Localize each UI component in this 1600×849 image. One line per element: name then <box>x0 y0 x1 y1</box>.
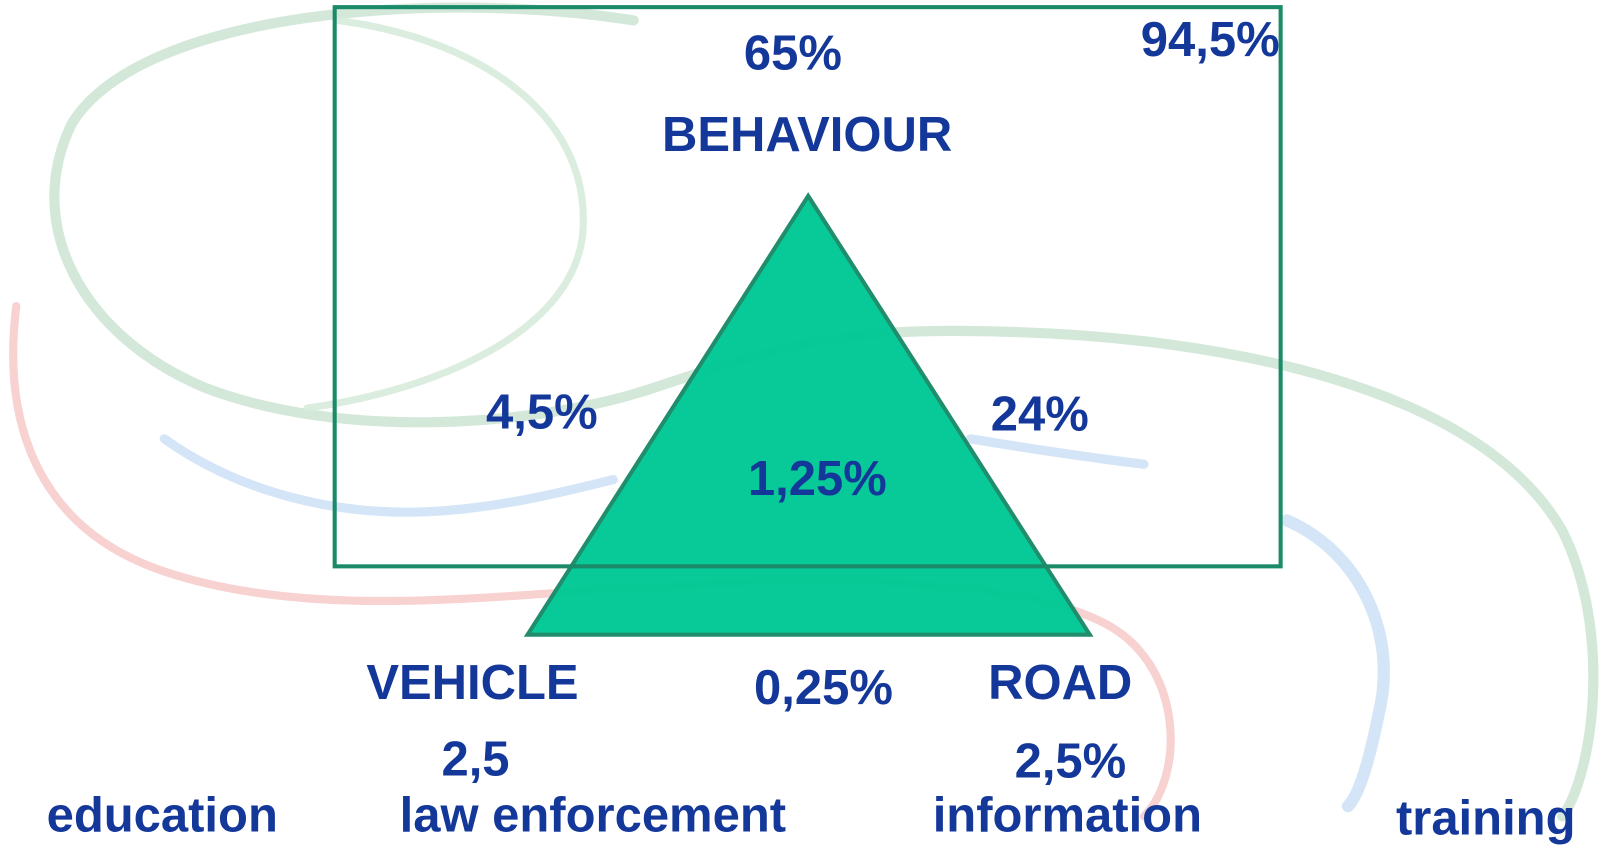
measure-label: training <box>1396 792 1576 846</box>
measure-label: law enforcement <box>400 789 786 843</box>
measure-label: information <box>933 789 1202 843</box>
page: {"factors": [ {"label": "BEHAVIOUR", "sh… <box>0 0 1600 849</box>
behaviour-road-share: 24% <box>991 388 1089 442</box>
behaviour-label: BEHAVIOUR <box>662 108 952 162</box>
behaviour-share: 65% <box>744 26 842 80</box>
blue-swirl-right <box>1287 520 1384 806</box>
total-share: 94,5% <box>1141 13 1280 67</box>
vehicle-road-share: 0,25% <box>754 661 893 715</box>
diagram: 65% 94,5% BEHAVIOUR 4,5% 24% 1,25% VEHIC… <box>0 0 1600 849</box>
green-swirl-inner <box>307 20 583 408</box>
measure-label: education <box>47 789 278 843</box>
behaviour-vehicle-share: 4,5% <box>486 386 598 440</box>
road-share: 2,5% <box>1015 735 1127 789</box>
vehicle-share: 2,5 <box>441 733 509 787</box>
vehicle-label: VEHICLE <box>366 656 578 710</box>
road-label: ROAD <box>988 656 1132 710</box>
all-three-share: 1,25% <box>748 452 887 506</box>
